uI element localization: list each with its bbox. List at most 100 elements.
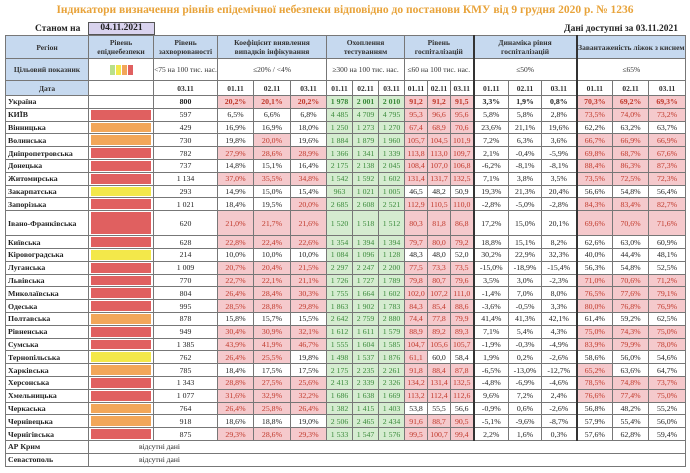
dyn-value: 17,2% <box>472 210 510 237</box>
dyn-value: 20,1% <box>541 210 578 237</box>
coef-value: 28,9% <box>289 146 328 160</box>
hosp-value: 91,5 <box>450 95 475 109</box>
testing-value: 2 261 <box>378 363 406 377</box>
hosp-value: 77,8 <box>427 311 452 326</box>
epidemic-level-cell <box>88 197 154 212</box>
beds-value: 44,4% <box>612 247 650 262</box>
testing-value: 2 521 <box>378 197 406 212</box>
table-row: Україна 800 20,2% 20,1% 20,2% 1 978 2 001 2 010… <box>5 95 687 109</box>
dyn-value: 1,9% <box>508 95 543 109</box>
dyn-value: 0,6% <box>508 401 543 416</box>
testing-value: 1 382 <box>326 401 354 416</box>
coef-value: 21,0% <box>217 210 254 237</box>
hosp-value: 73,3 <box>427 260 452 275</box>
coef-value: 46,7% <box>289 337 328 352</box>
testing-value: 1 403 <box>378 401 406 416</box>
beds-value: 57,6% <box>575 427 614 441</box>
epidemic-level-cell <box>88 107 154 122</box>
dyn-value: -1,4% <box>472 286 510 301</box>
hosp-value: 79,6 <box>450 273 475 288</box>
dyn-value: 3,3% <box>541 299 578 313</box>
testing-value: 2 759 <box>352 311 380 326</box>
region-name: Севастополь <box>5 452 89 467</box>
coef-value: 35,5% <box>253 171 291 186</box>
testing-value: 2 608 <box>352 197 380 212</box>
hosp-value: 111,0 <box>450 286 475 301</box>
as-of-date: 04.11.2021 <box>88 22 155 35</box>
dyn-value: -5,0% <box>508 197 543 212</box>
testing-value: 2 297 <box>326 260 354 275</box>
testing-value: 4 795 <box>378 107 406 122</box>
testing-value: 1 602 <box>378 286 406 301</box>
coef-value: 22,1% <box>253 273 291 288</box>
hosp-value: 88,6 <box>450 299 475 313</box>
incidence-value: 730 <box>153 133 218 148</box>
dyn-value: 7,1% <box>472 324 510 339</box>
dyn-value: 2,1% <box>472 146 510 160</box>
testing-value: 1 879 <box>352 133 380 148</box>
table-row: Закарпатська 293 14,9% 15,0% 15,4% 963 1 021 1 … <box>5 184 687 199</box>
testing-value: 1 579 <box>378 324 406 339</box>
beds-value: 76,9% <box>648 299 687 313</box>
dyn-value: 1,6% <box>508 427 543 441</box>
beds-value: 66,9% <box>612 133 650 148</box>
testing-value: 1 592 <box>352 171 380 186</box>
epidemic-level-cell <box>88 337 154 352</box>
testing-value: 2 465 <box>352 414 380 429</box>
testing-value: 1 250 <box>326 120 354 135</box>
testing-value: 1 547 <box>352 427 380 441</box>
epidemic-level-cell <box>88 375 154 390</box>
header-level: Рівень епіднебезпеки <box>88 35 154 59</box>
hosp-value: 107,0 <box>427 158 452 173</box>
hosp-value: 80,7 <box>427 273 452 288</box>
dyn-value: -0,5% <box>508 299 543 313</box>
coef-value: 18,8% <box>253 414 291 429</box>
hosp-value: 134,2 <box>404 375 429 390</box>
epidemic-level-cell <box>88 311 154 326</box>
incidence-value: 597 <box>153 107 218 122</box>
coef-value: 20,1% <box>253 95 291 109</box>
dyn-value: -2,6% <box>541 401 578 416</box>
testing-value: 2 247 <box>352 260 380 275</box>
hosp-value: 80,0 <box>427 235 452 249</box>
level-color-red <box>91 377 151 388</box>
incidence-value: 800 <box>153 95 218 109</box>
coef-value: 41,9% <box>253 337 291 352</box>
level-color-orange <box>91 122 151 133</box>
region-name: Запорізька <box>5 197 89 212</box>
coef-value: 15,1% <box>253 158 291 173</box>
dyn-value: -18,9% <box>508 260 543 275</box>
date-col: 02.11 <box>427 80 452 96</box>
region-name: Кіровоградська <box>5 247 89 262</box>
beds-value: 71,0% <box>575 273 614 288</box>
dyn-value: 18,8% <box>472 235 510 249</box>
dyn-value: 15,0% <box>508 210 543 237</box>
beds-value: 73,2% <box>648 107 687 122</box>
incidence-value: 762 <box>153 350 218 365</box>
beds-value: 76,6% <box>575 388 614 403</box>
beds-value: 72,3% <box>648 171 687 186</box>
hosp-value: 80,3 <box>404 210 429 237</box>
dyn-value: -0,9% <box>472 401 510 416</box>
table-row: Полтавська 878 15,8% 15,7% 15,5% 2 642 2 759 2 … <box>5 311 687 326</box>
testing-value: 1 512 <box>378 210 406 237</box>
dyn-value: 5,4% <box>508 324 543 339</box>
dyn-value: 3,0% <box>508 273 543 288</box>
hosp-value: 81,8 <box>427 210 452 237</box>
hosp-value: 68,9 <box>427 120 452 135</box>
target-label: Цільовий показник <box>5 58 89 81</box>
dyn-value: -13,0% <box>508 363 543 377</box>
testing-value: 1 638 <box>352 388 380 403</box>
hosp-value: 110,5 <box>427 197 452 212</box>
region-name: Тернопільська <box>5 350 89 365</box>
beds-value: 61,4% <box>575 311 614 326</box>
region-name: Закарпатська <box>5 184 89 199</box>
coef-value: 26,4% <box>217 401 254 416</box>
dyn-value: -6,2% <box>472 158 510 173</box>
header-hosp: Рівень госпіталізацій <box>404 35 475 59</box>
testing-value: 1 902 <box>352 299 380 313</box>
incidence-value: 293 <box>153 184 218 199</box>
coef-value: 21,5% <box>289 260 328 275</box>
dyn-value: 15,1% <box>508 235 543 249</box>
coef-value: 21,1% <box>289 273 328 288</box>
